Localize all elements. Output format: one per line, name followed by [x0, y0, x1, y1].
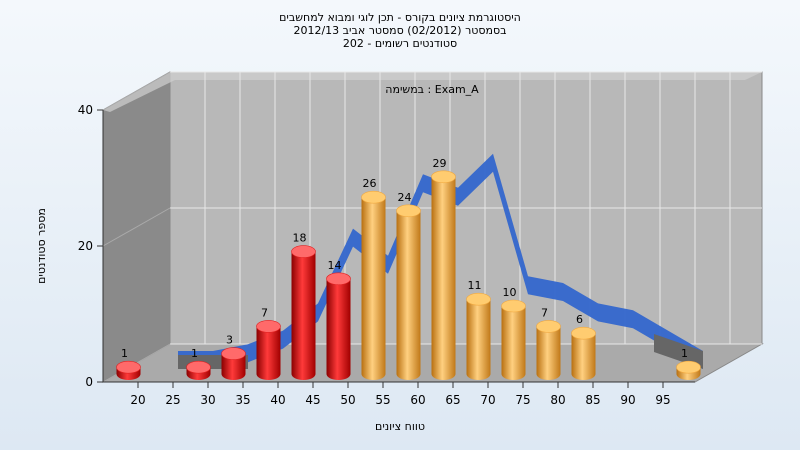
x-tick-label: 70: [480, 393, 495, 407]
data-label: 7: [261, 306, 268, 319]
x-axis-label: טווח ציונים: [375, 420, 425, 433]
bar-cap: [676, 360, 701, 374]
bar-body: [571, 333, 596, 380]
data-label: 1: [191, 347, 198, 360]
bar: [396, 204, 421, 380]
bar: [186, 360, 211, 380]
y-axis-label: מספר סטודנטים: [35, 208, 48, 284]
data-label: 1: [121, 347, 128, 360]
data-label: 14: [328, 259, 342, 272]
bar: [501, 299, 526, 380]
bar-cap: [396, 204, 421, 218]
bars: [116, 170, 701, 380]
chart-title-line-1: היסטוגרמת ציונים בקורס - תכן לוגי ומבוא …: [279, 11, 521, 24]
x-tick-label: 95: [655, 393, 670, 407]
data-label: 6: [576, 313, 583, 326]
bar-body: [361, 197, 386, 380]
x-tick-label: 40: [270, 393, 285, 407]
x-tick-label: 20: [130, 393, 145, 407]
data-label: 18: [293, 232, 307, 245]
x-tick-label: 50: [340, 393, 355, 407]
bar: [291, 245, 316, 380]
bar: [326, 272, 351, 380]
x-tick-label: 65: [445, 393, 460, 407]
chart-subtitle: במשימה : Exam_A: [385, 83, 479, 96]
bar: [256, 320, 281, 380]
bar-cap: [116, 360, 141, 374]
x-tick-label: 90: [620, 393, 635, 407]
chart-title-line-3: סטודנטים רשומים - 202: [343, 37, 457, 50]
bar-cap: [431, 170, 456, 184]
bar: [466, 292, 491, 380]
bar-cap: [466, 292, 491, 306]
bar: [571, 326, 596, 380]
x-tick-label: 30: [200, 393, 215, 407]
trend-zero-segment: [654, 334, 703, 369]
x-tick-label: 45: [305, 393, 320, 407]
bar-body: [501, 306, 526, 380]
bar-cap: [291, 245, 316, 258]
top-bevel: [103, 72, 762, 112]
grid-line-side: [102, 207, 171, 247]
bar-body: [431, 176, 456, 380]
data-label: 1: [681, 347, 688, 360]
bar: [536, 320, 561, 380]
bar-cap: [536, 320, 561, 333]
x-tick-label: 35: [235, 393, 250, 407]
bar: [116, 360, 141, 380]
bar: [676, 360, 701, 380]
bar: [361, 190, 386, 380]
data-label: 29: [433, 157, 447, 170]
x-tick-label: 55: [375, 393, 390, 407]
data-label: 24: [398, 191, 412, 204]
y-tick-label: 40: [78, 103, 93, 117]
chart-title-line-2: בסמסטר (02/2012) סמסטר אביב 2012/13: [293, 24, 506, 37]
bar-cap: [221, 347, 246, 360]
bar-body: [396, 210, 421, 380]
x-tick-label: 25: [165, 393, 180, 407]
bar: [431, 170, 456, 380]
bar-body: [291, 251, 316, 380]
bar-cap: [571, 326, 596, 340]
bar-cap: [256, 320, 281, 333]
bar: [221, 347, 246, 380]
data-label: 10: [503, 286, 517, 299]
bar-body: [221, 353, 246, 380]
grid-line-side: [102, 71, 171, 111]
y-tick-label: 0: [85, 375, 93, 389]
bar-body: [326, 278, 351, 380]
y-ticks: 0 20 40: [78, 103, 103, 389]
data-label: 7: [541, 306, 548, 319]
x-tick-label: 85: [585, 393, 600, 407]
x-tick-label: 75: [515, 393, 530, 407]
bar-body: [536, 326, 561, 380]
bar-body: [466, 299, 491, 380]
bar-cap: [361, 190, 386, 204]
data-label: 3: [226, 334, 233, 347]
y-tick-label: 20: [78, 239, 93, 253]
bar-cap: [501, 299, 526, 313]
bar-cap: [326, 272, 351, 286]
data-label: 26: [363, 177, 377, 190]
x-tick-label: 60: [410, 393, 425, 407]
x-ticks: 20 25 30 35 40 45 50 55 60 65 70 75 80 85 90 95: [130, 382, 671, 407]
bar-body: [256, 326, 281, 380]
bar-cap: [186, 360, 211, 374]
x-tick-label: 80: [550, 393, 565, 407]
data-label: 11: [468, 279, 482, 292]
